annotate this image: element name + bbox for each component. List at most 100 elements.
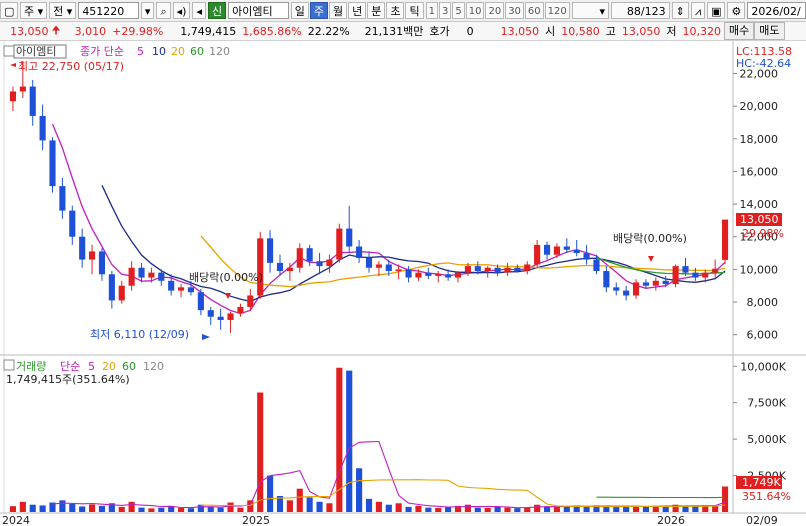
low-arrow-icon bbox=[202, 334, 210, 340]
code-dropdown-button[interactable]: ▾ bbox=[140, 2, 155, 19]
save-icon[interactable]: ▣ bbox=[707, 2, 726, 19]
interval-button[interactable]: 120 bbox=[544, 2, 570, 19]
nav-prev-button[interactable]: ◂ bbox=[192, 2, 206, 19]
candle-body bbox=[662, 280, 669, 285]
market-type-select[interactable]: 주 ▾ bbox=[20, 2, 48, 19]
search-icon[interactable]: ⌕ bbox=[156, 2, 171, 19]
volume-bar bbox=[712, 506, 719, 512]
price-badge-bg bbox=[736, 213, 782, 226]
volume-bar bbox=[19, 501, 26, 512]
dividend-arrow-icon bbox=[225, 293, 231, 299]
volume-bar bbox=[702, 505, 709, 512]
period-tab[interactable]: 틱 bbox=[405, 2, 424, 19]
gear-icon[interactable]: ⚙ bbox=[727, 2, 746, 19]
chart-tool-icon[interactable]: ⩘ bbox=[690, 2, 706, 19]
candle-body bbox=[296, 248, 303, 268]
volume-badges: 1,749K 351.64% bbox=[736, 476, 791, 503]
x-label-2026: 2026 bbox=[657, 514, 685, 526]
period-tab[interactable]: 일 bbox=[290, 2, 309, 19]
interval-button[interactable]: 60 bbox=[524, 2, 544, 19]
ma-period-60: 60 bbox=[190, 45, 204, 58]
candle-body bbox=[148, 272, 155, 278]
volume-bar bbox=[336, 367, 343, 512]
candle-body bbox=[593, 259, 600, 272]
market-scope-select[interactable]: 전 ▾ bbox=[49, 2, 77, 19]
volume-bar bbox=[326, 503, 333, 512]
volume-bar bbox=[286, 500, 293, 512]
screen-icon[interactable]: ▢ bbox=[0, 2, 18, 19]
ma-period-120: 120 bbox=[209, 45, 230, 58]
volume-bar bbox=[613, 506, 620, 512]
sell-button[interactable]: 매도 bbox=[754, 22, 785, 40]
candle-body bbox=[306, 248, 313, 262]
volume-bar bbox=[89, 504, 96, 512]
interval-dropdown[interactable]: ▾ bbox=[571, 2, 609, 19]
stock-code-input[interactable]: 451220 bbox=[78, 2, 139, 19]
trade-amount: 21,131백만 bbox=[364, 25, 424, 38]
period-tab[interactable]: 월 bbox=[328, 2, 348, 19]
candle-body bbox=[49, 140, 56, 187]
candle-body bbox=[39, 115, 46, 141]
x-label-2024: 2024 bbox=[2, 514, 30, 526]
candle-body bbox=[276, 262, 284, 272]
ma-period-20: 20 bbox=[171, 45, 185, 58]
interval-button[interactable]: 1 bbox=[425, 2, 438, 19]
volume-bar bbox=[692, 505, 699, 512]
speaker-icon[interactable]: ◂) bbox=[172, 2, 191, 19]
interval-button[interactable]: 3 bbox=[438, 2, 452, 19]
ma-line-20 bbox=[200, 235, 726, 288]
stock-name-field[interactable]: 아이엠티 bbox=[228, 2, 289, 19]
candle-body bbox=[128, 267, 135, 286]
candle-body bbox=[286, 267, 293, 272]
volume-ma-line-20 bbox=[200, 479, 726, 508]
dividend-note-1: 배당락(0.00%) bbox=[189, 271, 263, 284]
volume-bar bbox=[296, 488, 303, 512]
candle-body bbox=[712, 268, 719, 273]
volume-bar bbox=[642, 506, 649, 512]
price-legend: 아이엠티 종가 단순 5 10 20 60 120 LC:113.58 HC:-… bbox=[3, 44, 792, 70]
interval-button[interactable]: 10 bbox=[465, 2, 485, 19]
interval-button[interactable]: 30 bbox=[505, 2, 524, 19]
period-tab[interactable]: 주 bbox=[309, 2, 328, 19]
volume-bar bbox=[148, 508, 155, 512]
volume-bar bbox=[593, 505, 600, 512]
interval-button[interactable]: 20 bbox=[485, 2, 505, 19]
volume-bar bbox=[237, 507, 244, 512]
candle-body bbox=[237, 306, 244, 314]
annotations: 최고 22,750 (05/17) 최저 6,110 (12/09) 배당락(0… bbox=[10, 60, 687, 341]
interval-button[interactable]: 5 bbox=[452, 2, 465, 19]
period-tab[interactable]: 분 bbox=[367, 2, 386, 19]
current-change-badge: 29.98% bbox=[742, 227, 784, 240]
price-change-rate: +29.98% bbox=[112, 24, 164, 38]
stock-chart[interactable]: 아이엠티 종가 단순 5 10 20 60 120 LC:113.58 HC:-… bbox=[0, 41, 806, 526]
price-info-bar: 13,050 🠉 3,010 +29.98% 1,749,415 1,685.8… bbox=[0, 22, 806, 41]
volume-ma-label: 단순 bbox=[60, 360, 80, 373]
candle-body bbox=[623, 290, 630, 296]
nav-up-down-icon[interactable]: ⇕ bbox=[671, 2, 689, 19]
volume-badge-bg bbox=[736, 476, 782, 489]
period-tab[interactable]: 초 bbox=[386, 2, 405, 19]
volume-ma-period-120: 120 bbox=[143, 360, 164, 373]
buy-button[interactable]: 매수 bbox=[724, 22, 755, 40]
volume-tick-label: 10,000K bbox=[740, 360, 786, 373]
candle-body bbox=[543, 244, 551, 255]
price-tick-label: 10,000 bbox=[740, 263, 779, 276]
candle-body bbox=[187, 287, 195, 293]
volume-bar bbox=[306, 497, 313, 512]
low-value: 10,320 bbox=[682, 24, 722, 38]
high-arrow-icon bbox=[10, 63, 16, 67]
volume-ma-period-5: 5 bbox=[88, 360, 95, 373]
candle-body bbox=[257, 238, 264, 296]
period-tab[interactable]: 년 bbox=[348, 2, 367, 19]
candle-body bbox=[98, 251, 106, 275]
candle-body bbox=[385, 264, 392, 272]
candle-body bbox=[118, 285, 125, 301]
candle-body bbox=[583, 253, 590, 260]
candle-body bbox=[573, 249, 580, 254]
dividend-note-2: 배당락(0.00%) bbox=[613, 232, 687, 245]
candle-body bbox=[563, 246, 570, 250]
open-label: 시 bbox=[545, 25, 556, 38]
candle-body bbox=[405, 269, 412, 278]
date-field[interactable]: 2026/02/ bbox=[747, 2, 806, 19]
volume-bar bbox=[435, 507, 442, 512]
